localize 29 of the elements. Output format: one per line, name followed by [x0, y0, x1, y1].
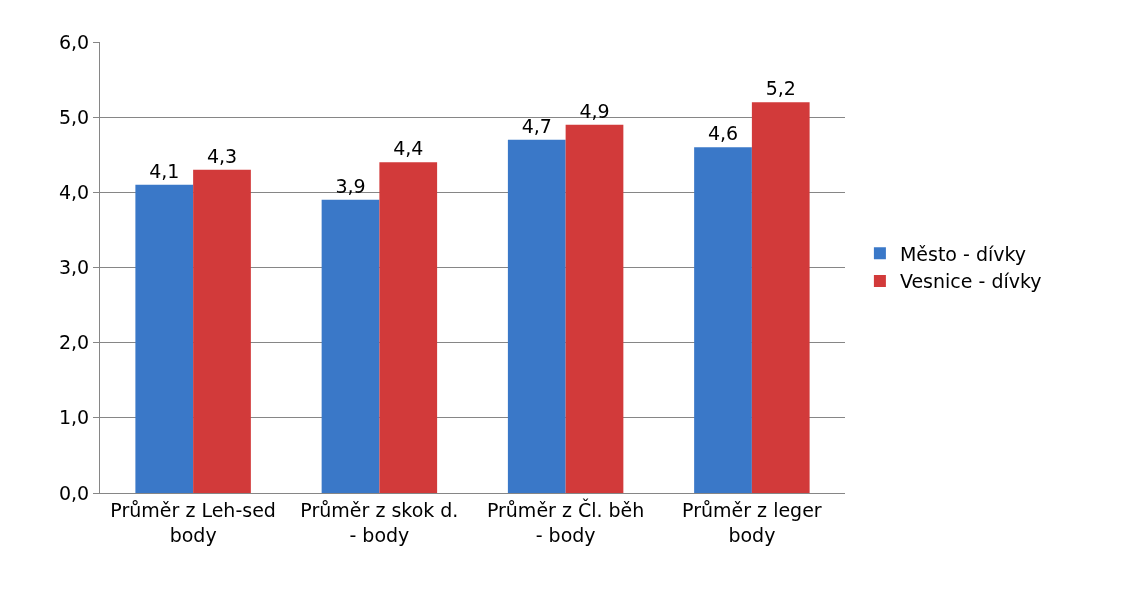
x-tick-label: Průměr z Leh-sed body	[110, 498, 276, 546]
data-label: 5,2	[765, 77, 796, 100]
bar	[507, 139, 566, 493]
y-tick-label: 2,0	[58, 331, 90, 354]
data-label: 4,9	[579, 99, 610, 122]
y-tick-label: 0,0	[58, 481, 90, 504]
bar	[694, 147, 752, 493]
data-label: 3,9	[335, 174, 366, 197]
bar	[135, 184, 194, 493]
x-tick-label: Průměr z leger body	[682, 498, 822, 546]
bar	[751, 102, 810, 493]
data-label: 4,7	[521, 114, 552, 137]
legend-label: Město - dívky	[899, 242, 1027, 265]
bar	[193, 169, 251, 493]
bar	[379, 162, 438, 493]
legend-label: Vesnice - dívky	[899, 270, 1042, 293]
y-tick-label: 4,0	[58, 180, 90, 203]
data-label: 4,4	[393, 137, 424, 160]
y-tick-label: 6,0	[58, 30, 90, 53]
bar	[565, 124, 624, 493]
x-tick-label: Průměr z skok d. - body	[300, 498, 459, 546]
x-tick-label: Průměr z Čl. běh - body	[486, 497, 645, 546]
y-tick-label: 5,0	[58, 105, 90, 128]
data-label: 4,1	[149, 159, 180, 182]
data-label: 4,6	[707, 122, 739, 145]
y-tick-label: 1,0	[58, 406, 90, 429]
data-label: 4,3	[206, 144, 238, 167]
bar	[321, 199, 380, 493]
y-tick-label: 3,0	[58, 256, 90, 279]
